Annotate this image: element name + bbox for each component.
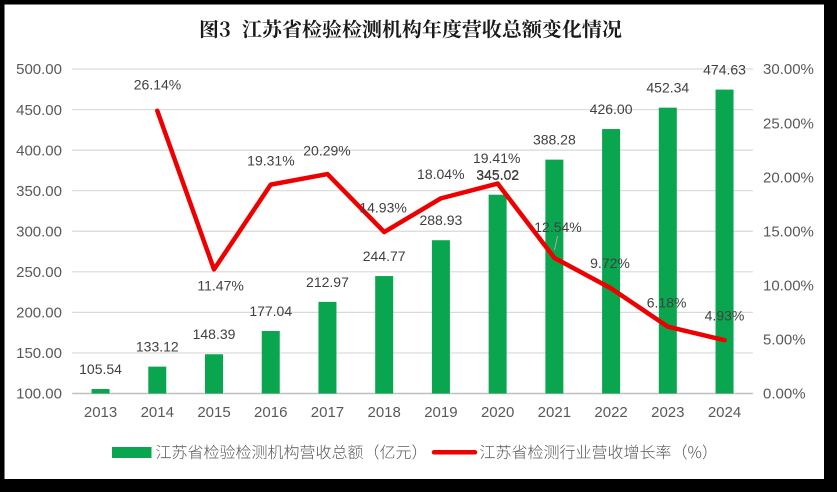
- svg-text:2017: 2017: [311, 404, 344, 421]
- svg-text:200.00: 200.00: [16, 305, 62, 322]
- svg-text:19.31%: 19.31%: [247, 153, 294, 169]
- svg-text:14.93%: 14.93%: [359, 199, 406, 215]
- svg-text:450.00: 450.00: [16, 102, 62, 119]
- svg-text:6.18%: 6.18%: [647, 294, 687, 310]
- svg-text:2021: 2021: [538, 404, 571, 421]
- svg-text:12.54%: 12.54%: [534, 219, 581, 235]
- svg-text:0.00%: 0.00%: [763, 386, 806, 403]
- svg-text:5.00%: 5.00%: [763, 332, 806, 349]
- svg-text:10.00%: 10.00%: [763, 278, 814, 295]
- svg-text:400.00: 400.00: [16, 142, 62, 159]
- svg-text:19.41%: 19.41%: [473, 150, 520, 166]
- svg-text:2024: 2024: [708, 404, 741, 421]
- svg-text:500.00: 500.00: [16, 61, 62, 78]
- svg-text:250.00: 250.00: [16, 264, 62, 281]
- svg-text:244.77: 244.77: [363, 248, 406, 264]
- svg-text:11.47%: 11.47%: [197, 278, 243, 294]
- svg-text:26.14%: 26.14%: [134, 77, 181, 93]
- svg-text:4.93%: 4.93%: [705, 307, 745, 323]
- svg-text:25.00%: 25.00%: [763, 115, 814, 132]
- svg-text:345.02: 345.02: [476, 167, 519, 183]
- svg-text:2014: 2014: [141, 404, 174, 421]
- svg-text:20.29%: 20.29%: [303, 142, 350, 158]
- svg-text:2023: 2023: [651, 404, 684, 421]
- svg-text:20.00%: 20.00%: [763, 169, 814, 186]
- svg-text:105.54: 105.54: [79, 361, 122, 377]
- svg-text:388.28: 388.28: [533, 132, 576, 148]
- svg-text:288.93: 288.93: [419, 212, 462, 228]
- svg-text:15.00%: 15.00%: [763, 223, 814, 240]
- svg-text:300.00: 300.00: [16, 223, 62, 240]
- svg-text:426.00: 426.00: [590, 101, 633, 117]
- svg-text:212.97: 212.97: [306, 274, 349, 290]
- svg-text:30.00%: 30.00%: [763, 61, 814, 78]
- svg-text:18.04%: 18.04%: [417, 166, 464, 182]
- svg-text:452.34: 452.34: [646, 80, 689, 96]
- svg-text:2016: 2016: [254, 404, 287, 421]
- svg-text:345.02: 345.02: [476, 167, 519, 183]
- svg-text:474.63: 474.63: [703, 62, 746, 78]
- svg-text:2015: 2015: [197, 404, 230, 421]
- svg-text:2013: 2013: [84, 404, 117, 421]
- svg-text:350.00: 350.00: [16, 183, 62, 200]
- svg-text:2018: 2018: [368, 404, 401, 421]
- svg-text:100.00: 100.00: [16, 386, 62, 403]
- svg-text:9.72%: 9.72%: [590, 255, 630, 271]
- svg-text:133.12: 133.12: [136, 339, 179, 355]
- svg-text:2019: 2019: [424, 404, 457, 421]
- svg-text:148.39: 148.39: [193, 326, 236, 342]
- svg-text:2020: 2020: [481, 404, 514, 421]
- svg-text:2022: 2022: [594, 404, 627, 421]
- svg-text:177.04: 177.04: [249, 303, 292, 319]
- svg-text:150.00: 150.00: [16, 345, 62, 362]
